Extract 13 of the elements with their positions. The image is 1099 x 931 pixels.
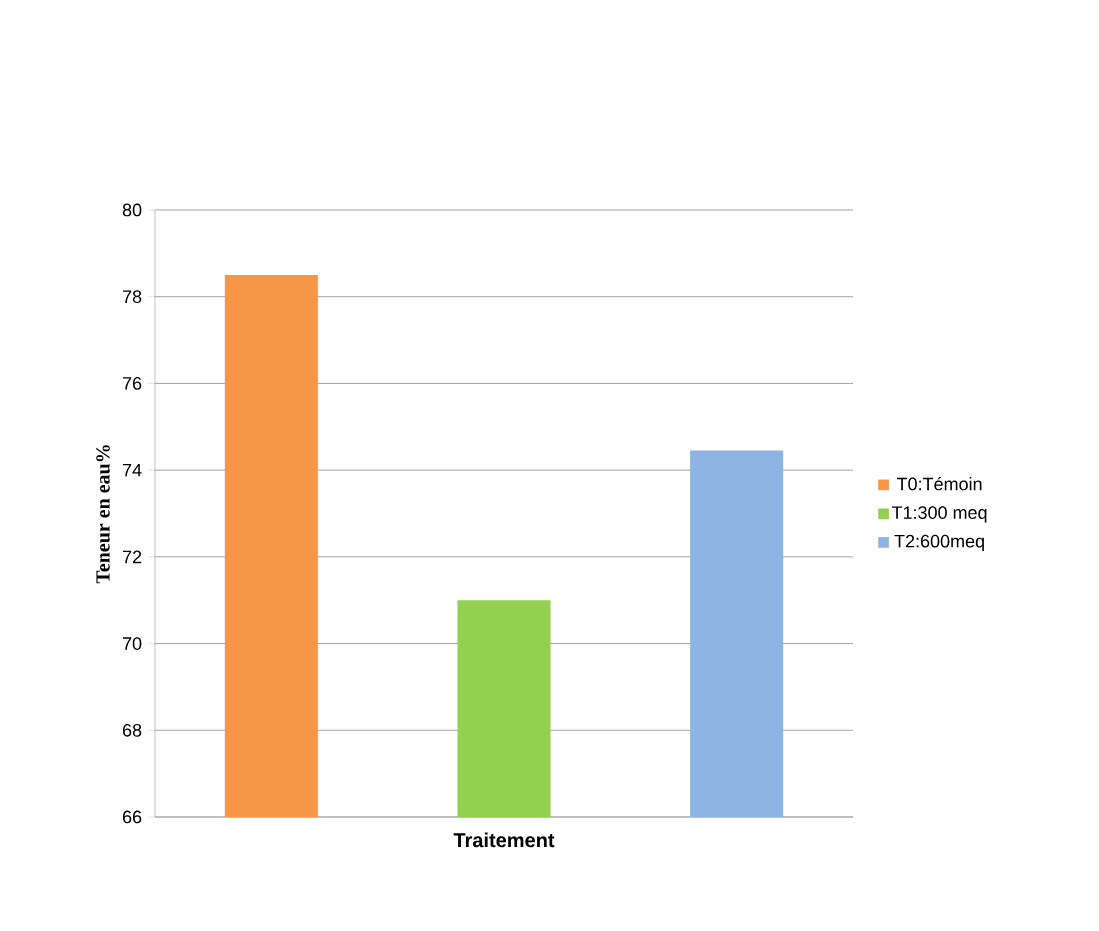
y-tick-label: 70	[122, 637, 142, 650]
y-tick-label: 66	[122, 810, 142, 824]
y-tick-label: 76	[122, 377, 142, 390]
legend-label: T1:300 meq	[891, 506, 987, 523]
legend-label: T0:Témoin	[896, 476, 982, 491]
y-tick-label: 74	[122, 463, 142, 477]
y-axis-title: Teneur en eau%	[96, 445, 110, 584]
y-tick-label: 78	[122, 290, 142, 304]
y-tick-label: 72	[122, 550, 142, 564]
y-tick-label: 80	[122, 203, 142, 217]
x-axis-title: Traitement	[453, 832, 555, 848]
legend-label: T2:600meq	[894, 534, 984, 552]
y-tick-label: 68	[122, 723, 142, 737]
